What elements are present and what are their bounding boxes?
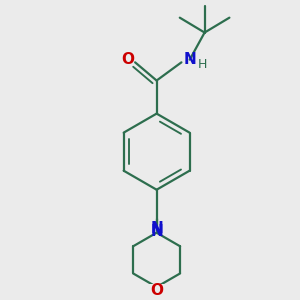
Text: N: N bbox=[150, 221, 163, 236]
Text: N: N bbox=[150, 224, 163, 238]
Text: O: O bbox=[150, 284, 163, 298]
Text: H: H bbox=[198, 58, 207, 71]
Text: N: N bbox=[183, 52, 196, 67]
Text: O: O bbox=[121, 52, 134, 67]
